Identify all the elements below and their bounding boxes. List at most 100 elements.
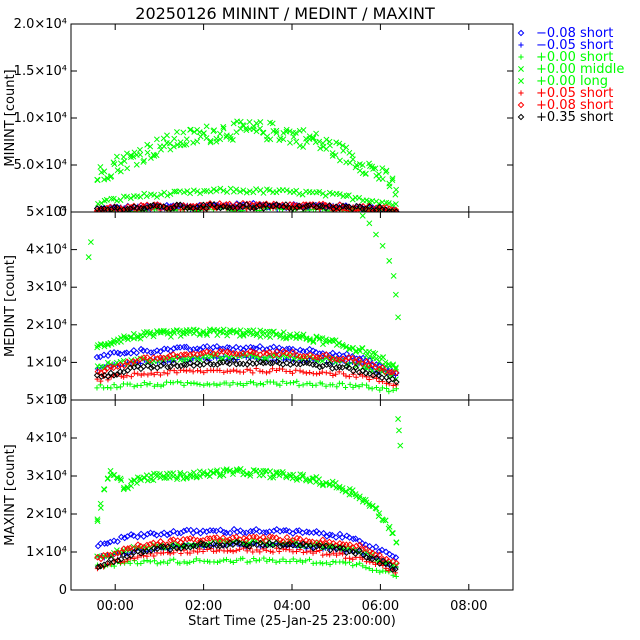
data-point <box>337 550 343 556</box>
data-point <box>124 545 132 552</box>
data-point <box>190 469 197 476</box>
data-point <box>237 118 244 125</box>
data-point <box>322 542 330 550</box>
data-point <box>356 384 362 390</box>
data-point <box>273 130 280 136</box>
data-point <box>353 542 360 550</box>
data-point <box>204 332 211 339</box>
data-point <box>166 530 174 538</box>
data-point <box>105 377 111 383</box>
data-point <box>253 533 260 541</box>
data-point <box>170 345 178 352</box>
data-point <box>343 373 349 379</box>
data-point <box>165 549 171 556</box>
data-point <box>203 535 211 542</box>
data-point <box>229 534 237 541</box>
data-point <box>110 472 117 479</box>
data-point <box>382 359 389 366</box>
data-point <box>223 556 230 563</box>
data-point <box>223 542 231 549</box>
data-point <box>343 203 350 211</box>
data-point <box>121 334 128 341</box>
data-point <box>163 328 170 335</box>
data-point <box>94 518 101 525</box>
data-point <box>230 367 237 373</box>
data-point <box>133 161 140 168</box>
data-point <box>366 348 373 355</box>
data-point <box>263 350 271 357</box>
data-point <box>246 543 253 550</box>
data-point <box>138 382 144 389</box>
data-point <box>243 189 250 196</box>
data-point <box>114 538 121 545</box>
data-point <box>316 476 322 483</box>
data-point <box>147 559 153 565</box>
legend-marker <box>518 78 524 84</box>
data-point <box>393 378 400 386</box>
data-point <box>120 551 128 559</box>
data-point <box>153 541 161 549</box>
panel-frame <box>70 23 514 213</box>
legend-marker <box>517 113 525 121</box>
data-point <box>210 534 218 542</box>
data-point <box>158 383 164 389</box>
data-point <box>227 133 234 140</box>
data-point <box>273 189 280 196</box>
data-point <box>127 560 133 567</box>
data-point <box>240 382 246 388</box>
data-point <box>300 201 307 208</box>
data-point <box>114 385 120 391</box>
data-point <box>389 566 396 573</box>
data-point <box>197 350 205 357</box>
data-point <box>309 347 317 355</box>
data-point <box>293 367 299 373</box>
data-point <box>333 371 339 377</box>
data-point <box>118 373 124 379</box>
data-point <box>316 335 323 342</box>
data-point <box>220 125 227 132</box>
data-point <box>363 382 370 388</box>
data-point <box>369 502 376 509</box>
data-point <box>176 201 184 209</box>
data-point <box>101 368 108 375</box>
data-point <box>164 363 171 371</box>
data-point <box>289 345 297 353</box>
data-point <box>220 187 227 194</box>
data-point <box>207 137 214 144</box>
data-point <box>346 374 352 380</box>
series--0-00-middle <box>95 185 399 208</box>
data-point <box>251 555 257 562</box>
data-point <box>330 372 336 379</box>
data-point <box>204 381 210 387</box>
data-point <box>333 552 340 558</box>
data-point <box>137 542 145 550</box>
data-point <box>313 543 320 550</box>
data-point <box>170 536 177 543</box>
data-point <box>151 383 157 389</box>
data-point <box>250 123 257 130</box>
data-point <box>392 291 399 298</box>
data-point <box>127 552 135 560</box>
series--0-35-short <box>93 357 400 386</box>
data-point <box>197 546 203 552</box>
data-point <box>253 120 260 127</box>
data-point <box>203 123 210 130</box>
data-point <box>316 363 324 371</box>
data-point <box>286 128 293 135</box>
data-point <box>247 472 254 479</box>
data-point <box>392 208 400 212</box>
data-point <box>243 201 250 208</box>
data-point <box>229 541 237 548</box>
series--0-00-long <box>94 118 400 198</box>
data-point <box>266 556 273 563</box>
data-point <box>349 535 357 543</box>
data-point <box>320 561 326 567</box>
data-point <box>390 272 397 279</box>
data-point <box>213 468 220 475</box>
data-point <box>226 360 233 368</box>
data-point <box>220 123 227 130</box>
panel-2: 0 1×10⁴ 2×10⁴ 3×10⁴ 4×10⁴ 5×10⁴ MEDINT [count] <box>3 205 514 408</box>
data-point <box>190 535 197 543</box>
data-point <box>134 533 141 541</box>
data-point <box>261 555 267 561</box>
